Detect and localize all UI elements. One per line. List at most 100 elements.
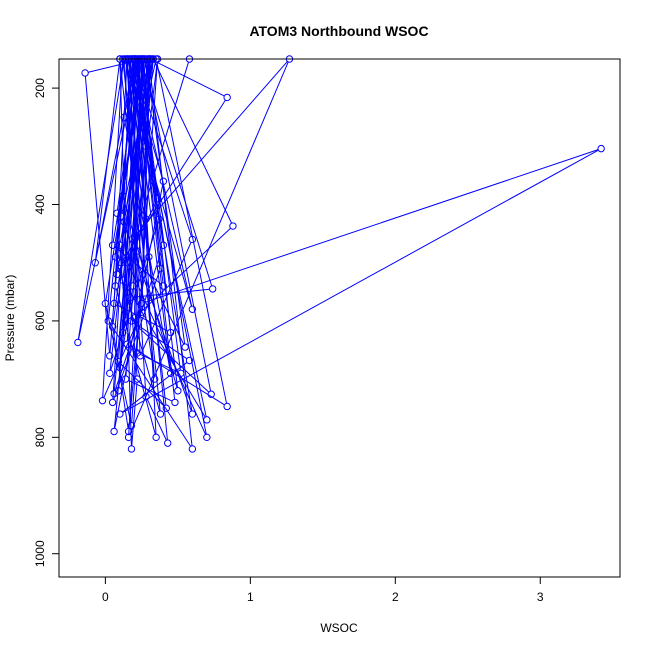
data-point — [162, 404, 170, 412]
data-point — [159, 241, 168, 249]
data-point — [119, 328, 127, 337]
data-point — [113, 270, 121, 279]
data-point — [106, 352, 114, 360]
series-segment — [133, 322, 210, 393]
series-segment — [152, 59, 225, 97]
data-point — [108, 398, 117, 407]
x-tick-label: 0 — [102, 590, 109, 604]
y-tick-label: 1000 — [33, 540, 47, 567]
data-point — [153, 194, 162, 203]
data-point — [597, 144, 605, 153]
series-segment — [141, 62, 151, 309]
data-point — [108, 323, 117, 331]
data-point — [98, 396, 107, 405]
data-point — [108, 241, 117, 249]
data-point — [119, 192, 127, 200]
series-segment — [122, 62, 161, 411]
y-tick-label: 600 — [33, 311, 47, 331]
data-point — [171, 398, 179, 407]
data-point — [133, 375, 141, 383]
data-point — [110, 427, 118, 436]
data-point — [133, 349, 141, 357]
data-point — [137, 308, 146, 316]
data-point — [123, 340, 131, 348]
series-segment — [102, 62, 124, 398]
x-tick-label: 1 — [247, 590, 254, 604]
data-point — [174, 387, 182, 395]
data-point — [181, 343, 189, 351]
data-point — [166, 328, 175, 337]
data-point — [166, 369, 175, 377]
data-point — [116, 410, 124, 418]
data-point — [207, 390, 215, 398]
series-segment — [145, 62, 186, 344]
data-point — [117, 212, 126, 220]
series-segment — [134, 239, 155, 377]
series-segment — [138, 253, 185, 345]
data-point — [116, 363, 124, 372]
data-point — [156, 264, 165, 273]
data-point — [155, 215, 163, 223]
data-point — [142, 215, 150, 223]
data-point — [116, 241, 124, 249]
series-segment — [127, 61, 190, 260]
series-segment — [144, 62, 212, 392]
x-axis-label: WSOC — [320, 621, 358, 635]
data-point — [124, 427, 133, 436]
series-segment — [128, 380, 173, 402]
y-axis: 200 400 600 800 1000 — [33, 78, 60, 567]
data-point — [203, 433, 211, 442]
x-tick-label: 3 — [537, 590, 544, 604]
data-point — [223, 402, 231, 411]
series-segment — [118, 62, 148, 388]
data-point — [142, 142, 150, 151]
series-segment — [120, 363, 165, 407]
series-segment — [112, 62, 135, 400]
data-point — [111, 253, 120, 261]
y-axis-label: Pressure (mbar) — [3, 275, 17, 362]
data-point — [126, 293, 134, 302]
series-segment — [139, 353, 179, 373]
data-point — [188, 305, 197, 313]
data-point — [104, 317, 112, 325]
data-point — [110, 299, 118, 308]
series-segment — [156, 62, 228, 404]
data-point — [188, 445, 197, 453]
data-point — [188, 235, 197, 244]
data-point — [203, 416, 211, 424]
series-segment — [154, 61, 233, 224]
data-point — [188, 410, 197, 418]
series-group — [77, 59, 599, 447]
data-point — [111, 282, 120, 290]
y-tick-label: 200 — [33, 78, 47, 98]
data-point — [123, 259, 131, 267]
series-segment — [122, 149, 599, 413]
data-point — [74, 338, 82, 347]
series-segment — [129, 61, 289, 435]
series-segment — [144, 149, 599, 303]
data-point — [152, 433, 160, 442]
data-point — [164, 439, 172, 447]
series-segment — [129, 345, 225, 406]
series-segment — [131, 382, 138, 446]
chart-title: ATOM3 Northbound WSOC — [249, 23, 428, 39]
data-point — [106, 369, 114, 377]
data-point — [137, 299, 146, 308]
data-point — [127, 317, 136, 325]
data-point — [177, 369, 185, 377]
data-point — [124, 433, 133, 442]
series-segment — [146, 399, 167, 441]
series-segment — [77, 62, 125, 340]
data-point — [208, 285, 217, 293]
series-segment — [128, 201, 157, 261]
data-point — [150, 375, 159, 383]
series-segment — [136, 61, 288, 235]
data-point — [127, 421, 136, 430]
data-point — [120, 113, 128, 121]
series-segment — [118, 62, 140, 388]
plot-frame — [58, 58, 621, 578]
data-point — [159, 282, 168, 290]
data-point — [127, 445, 136, 453]
data-point — [81, 69, 89, 77]
data-point — [119, 276, 127, 284]
